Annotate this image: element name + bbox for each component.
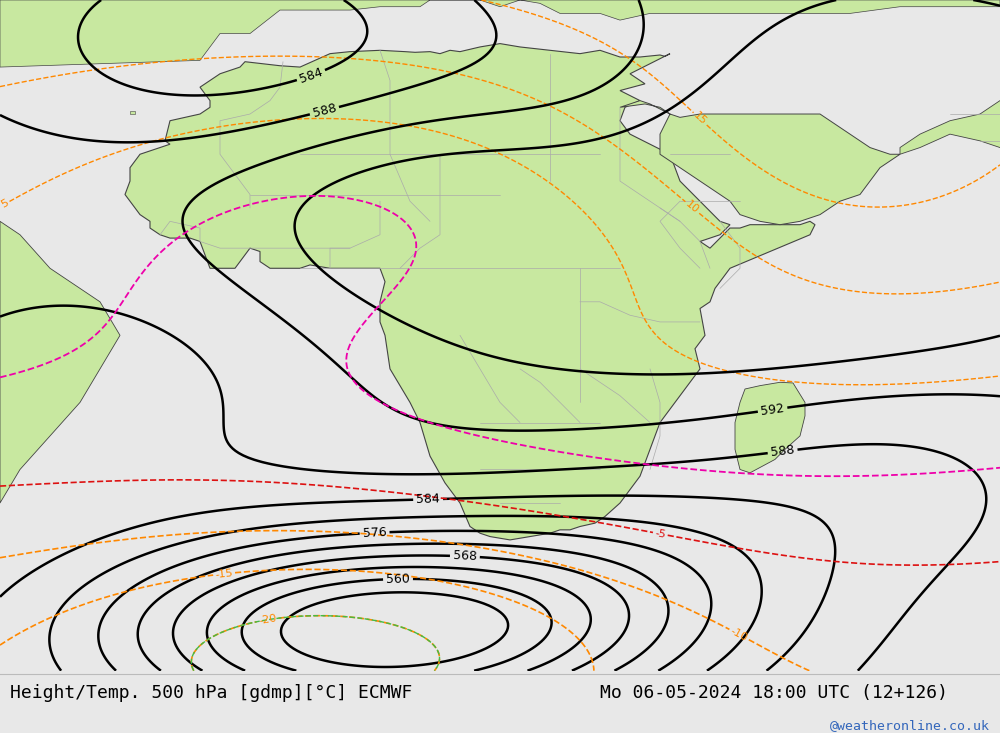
Text: 588: 588 — [770, 443, 795, 460]
Text: 588: 588 — [311, 101, 338, 120]
Text: Height/Temp. 500 hPa [gdmp][°C] ECMWF: Height/Temp. 500 hPa [gdmp][°C] ECMWF — [10, 683, 412, 701]
Text: -15: -15 — [215, 568, 234, 580]
Text: 15: 15 — [692, 111, 709, 128]
Polygon shape — [0, 221, 120, 503]
Text: -5: -5 — [654, 528, 667, 539]
Polygon shape — [130, 111, 135, 114]
Text: 10: 10 — [684, 199, 701, 216]
Polygon shape — [0, 0, 1000, 67]
Text: 576: 576 — [362, 526, 387, 540]
Text: 560: 560 — [386, 572, 410, 586]
Text: -20: -20 — [258, 614, 277, 626]
Text: 584: 584 — [298, 65, 324, 86]
Polygon shape — [620, 100, 900, 225]
Polygon shape — [900, 87, 1000, 262]
Text: 568: 568 — [453, 549, 477, 564]
Text: Mo 06-05-2024 18:00 UTC (12+126): Mo 06-05-2024 18:00 UTC (12+126) — [600, 683, 948, 701]
Text: 584: 584 — [416, 493, 440, 507]
Text: -10: -10 — [729, 626, 749, 643]
Polygon shape — [735, 383, 805, 473]
Polygon shape — [125, 43, 815, 540]
Text: 592: 592 — [760, 402, 785, 418]
Text: @weatheronline.co.uk: @weatheronline.co.uk — [830, 719, 990, 732]
Text: 5: 5 — [0, 198, 10, 210]
